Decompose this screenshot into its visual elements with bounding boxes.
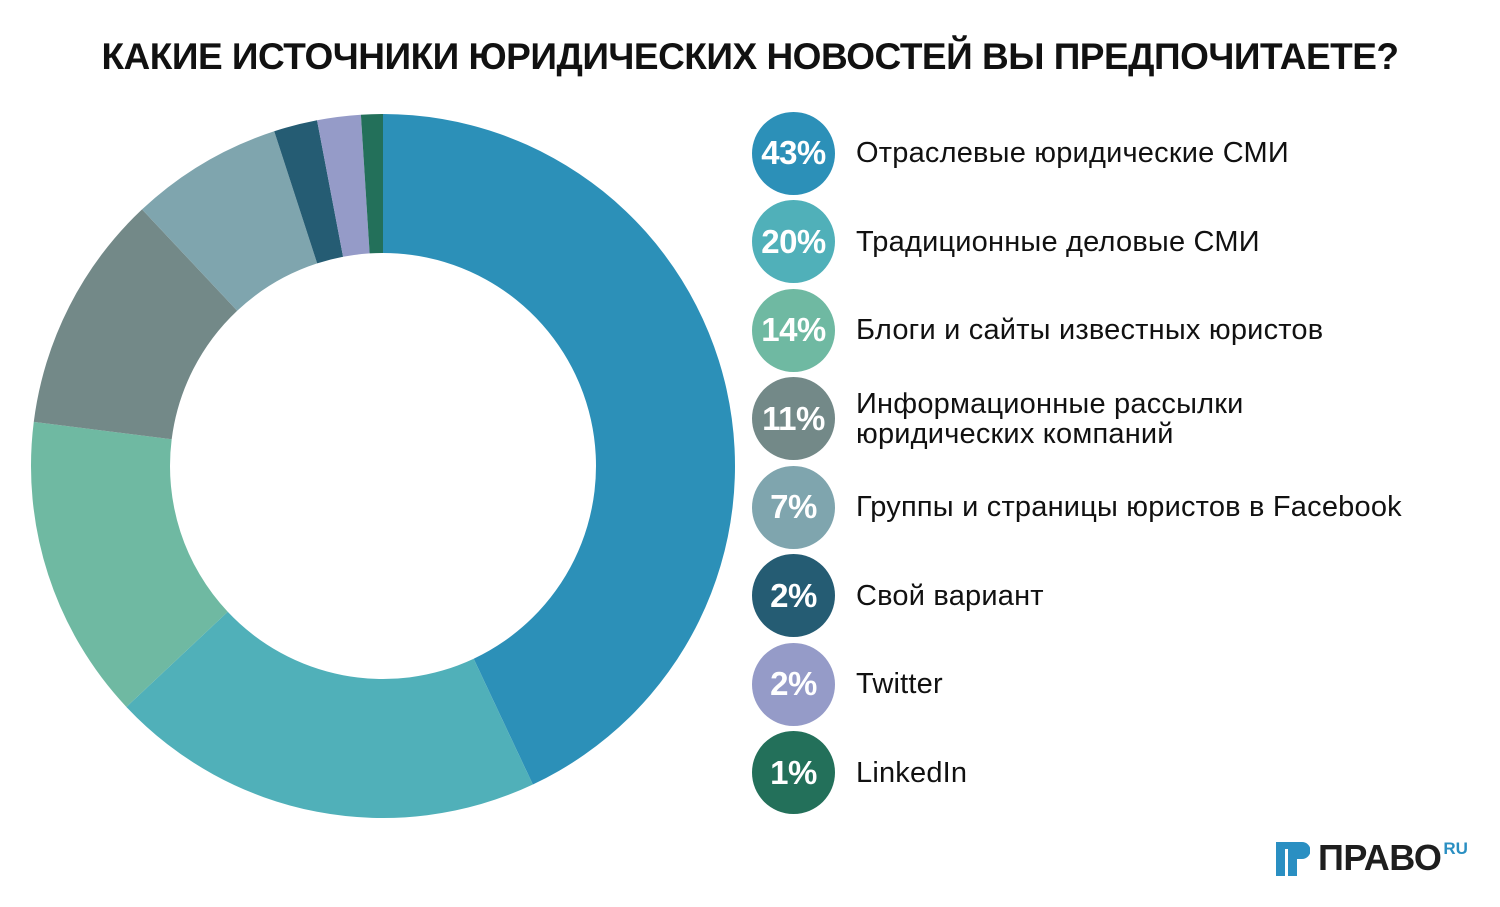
legend-item: 1% LinkedIn xyxy=(752,730,1492,816)
legend-item: 43% Отраслевые юридические СМИ xyxy=(752,110,1492,196)
legend-label-line: Twitter xyxy=(856,668,943,700)
legend-item: 2% Twitter xyxy=(752,641,1492,727)
legend-label-line: Свой вариант xyxy=(856,579,1044,612)
legend-value-badge: 43% xyxy=(752,111,835,195)
pravo-ru-logo: ПРАВО RU xyxy=(1276,838,1468,878)
legend-label-line: Отраслевые юридические СМИ xyxy=(856,137,1289,169)
legend-label: Группы и страницы юристов в Facebook xyxy=(856,492,1402,522)
legend-item: 11% Информационные рассылки юридических ко… xyxy=(752,376,1492,462)
legend-item: 7% Группы и страницы юристов в Facebook xyxy=(752,464,1492,550)
legend-value-badge: 2% xyxy=(752,642,835,726)
legend-value-badge: 14% xyxy=(752,288,835,372)
legend-value-badge: 1% xyxy=(752,731,835,814)
legend-item: 2% Свой вариант xyxy=(752,553,1492,639)
legend-label: Отраслевые юридические СМИ xyxy=(856,138,1289,168)
legend-value-badge: 7% xyxy=(752,465,835,549)
donut-slice-4 xyxy=(142,131,318,311)
donut-slice-1 xyxy=(126,611,533,819)
legend-label: Информационные рассылки юридических компа… xyxy=(856,389,1244,449)
legend-label-line: юридических компаний xyxy=(856,417,1174,450)
legend-label: LinkedIn xyxy=(856,758,967,788)
legend-item: 20% Традиционные деловые СМИ xyxy=(752,199,1492,285)
donut-slice-6 xyxy=(317,114,370,257)
legend-label: Традиционные деловые СМИ xyxy=(856,227,1260,257)
legend-value-badge: 20% xyxy=(752,200,835,283)
legend-label: Свой вариант xyxy=(856,581,1044,611)
donut-slice-7 xyxy=(360,114,383,254)
donut-chart xyxy=(31,114,736,819)
chart-title: КАКИЕ ИСТОЧНИКИ ЮРИДИЧЕСКИХ НОВОСТЕЙ ВЫ … xyxy=(101,36,1399,77)
logo-suffix: RU xyxy=(1443,839,1468,858)
donut-slice-5 xyxy=(274,120,344,264)
legend-label: Блоги и сайты известных юристов xyxy=(856,315,1323,345)
logo-mark-icon xyxy=(1276,842,1310,876)
donut-slice-2 xyxy=(31,421,228,707)
legend-label-line: Группы и страницы юристов в Facebook xyxy=(856,491,1402,523)
legend-item: 14% Блоги и сайты известных юристов xyxy=(752,287,1492,373)
legend-value-badge: 11% xyxy=(752,377,835,460)
legend-label: Twitter xyxy=(856,669,943,699)
donut-slice-0 xyxy=(383,114,736,785)
logo-text: ПРАВО xyxy=(1318,837,1442,878)
legend-label-line: Традиционные деловые СМИ xyxy=(856,225,1260,258)
legend-value-badge: 2% xyxy=(752,554,835,637)
legend-label-line: Информационные рассылки xyxy=(856,387,1244,420)
legend-label-line: LinkedIn xyxy=(856,756,968,789)
legend-label-line: Блоги и сайты известных юристов xyxy=(856,314,1324,346)
donut-slice-3 xyxy=(33,209,238,440)
